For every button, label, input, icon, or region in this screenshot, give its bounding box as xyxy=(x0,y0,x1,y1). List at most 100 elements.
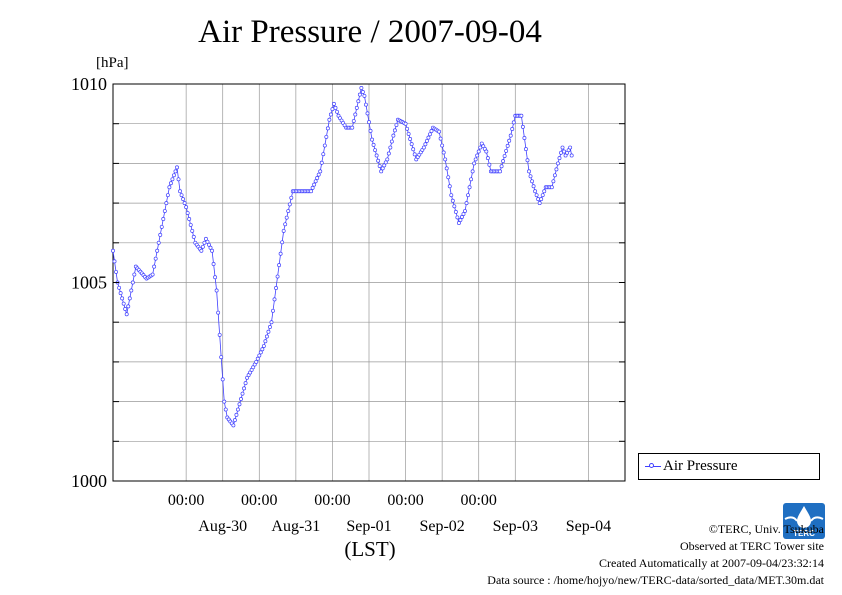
data-point xyxy=(472,161,477,166)
data-point xyxy=(530,179,535,184)
data-point xyxy=(467,185,472,190)
data-point xyxy=(540,193,545,198)
data-point xyxy=(173,169,178,174)
data-point xyxy=(222,399,227,404)
data-point xyxy=(519,113,524,118)
data-point xyxy=(309,189,314,194)
data-point xyxy=(534,193,539,198)
data-point xyxy=(383,160,388,165)
data-point xyxy=(441,150,446,155)
data-point xyxy=(159,224,164,229)
data-point xyxy=(335,109,339,114)
data-point xyxy=(129,288,134,293)
data-point xyxy=(502,154,507,158)
data-point xyxy=(257,353,262,358)
data-point xyxy=(409,142,414,147)
data-point xyxy=(185,211,190,215)
data-point xyxy=(240,391,245,396)
data-point xyxy=(190,228,195,233)
legend: Air Pressure xyxy=(638,453,820,480)
data-point xyxy=(537,201,542,206)
data-point xyxy=(274,286,278,290)
data-point xyxy=(161,217,166,221)
legend-label-air-pressure: Air Pressure xyxy=(663,458,738,474)
data-point xyxy=(507,138,512,143)
data-point xyxy=(275,274,280,279)
x-time-tick-label: 00:00 xyxy=(241,492,277,509)
data-point xyxy=(231,423,236,428)
data-point xyxy=(164,201,169,206)
data-point xyxy=(312,182,317,187)
data-point xyxy=(242,386,246,391)
data-point xyxy=(318,169,323,174)
data-point xyxy=(181,197,186,202)
data-point xyxy=(385,157,390,162)
data-point xyxy=(254,359,259,364)
data-point xyxy=(510,127,515,131)
data-point xyxy=(411,147,416,152)
data-point xyxy=(316,172,321,177)
data-point xyxy=(281,228,286,233)
data-point xyxy=(568,145,573,150)
x-axis-label: (LST) xyxy=(344,537,396,561)
data-point xyxy=(362,93,367,98)
data-point xyxy=(322,143,327,148)
x-date-label: Aug-30 xyxy=(198,518,247,535)
data-point xyxy=(126,304,131,309)
data-point xyxy=(350,125,355,130)
data-point xyxy=(263,339,268,344)
data-point xyxy=(464,201,469,206)
data-point xyxy=(272,297,277,302)
data-point xyxy=(356,99,361,104)
data-point xyxy=(450,198,455,203)
data-point xyxy=(153,256,158,261)
data-point xyxy=(271,308,275,313)
data-point xyxy=(508,133,513,138)
data-point xyxy=(321,152,326,157)
data-point xyxy=(357,92,362,97)
footer-created: Created Automatically at 2007-09-04/23:3… xyxy=(599,556,824,570)
data-point xyxy=(158,232,163,237)
data-point xyxy=(452,204,457,209)
data-point xyxy=(268,325,272,329)
data-point xyxy=(560,145,565,150)
data-point xyxy=(388,145,393,150)
data-point xyxy=(463,209,467,213)
series-line-air-pressure xyxy=(112,86,573,427)
data-point xyxy=(130,280,135,285)
chart-title: Air Pressure / 2007-09-04 xyxy=(198,14,542,50)
data-point xyxy=(219,355,224,360)
data-point xyxy=(524,147,528,152)
data-point xyxy=(386,151,391,156)
logo-text: TERC xyxy=(793,529,815,538)
data-point xyxy=(175,165,179,170)
data-point xyxy=(112,259,117,264)
data-point xyxy=(269,320,274,325)
data-point xyxy=(178,189,182,194)
data-point xyxy=(527,169,531,174)
data-point xyxy=(389,139,394,144)
data-point xyxy=(373,148,378,153)
data-point xyxy=(533,189,538,194)
data-point xyxy=(353,112,358,117)
data-point xyxy=(284,215,289,220)
data-point xyxy=(123,307,128,311)
data-point xyxy=(155,248,160,253)
data-point xyxy=(531,184,536,189)
data-point xyxy=(162,209,167,213)
data-point xyxy=(403,121,408,126)
data-point xyxy=(498,169,502,174)
data-point xyxy=(569,153,574,158)
data-point xyxy=(237,402,242,407)
footer-data-source: Data source : /home/hojyo/new/TERC-data/… xyxy=(487,573,824,587)
data-point xyxy=(266,329,271,334)
x-date-label: Sep-01 xyxy=(346,518,391,535)
data-point xyxy=(466,193,470,198)
data-point xyxy=(377,164,382,168)
data-point xyxy=(150,272,155,277)
data-point xyxy=(478,145,483,150)
data-point xyxy=(167,185,172,190)
data-point xyxy=(255,356,260,361)
data-point xyxy=(260,347,265,352)
data-point xyxy=(152,264,157,269)
